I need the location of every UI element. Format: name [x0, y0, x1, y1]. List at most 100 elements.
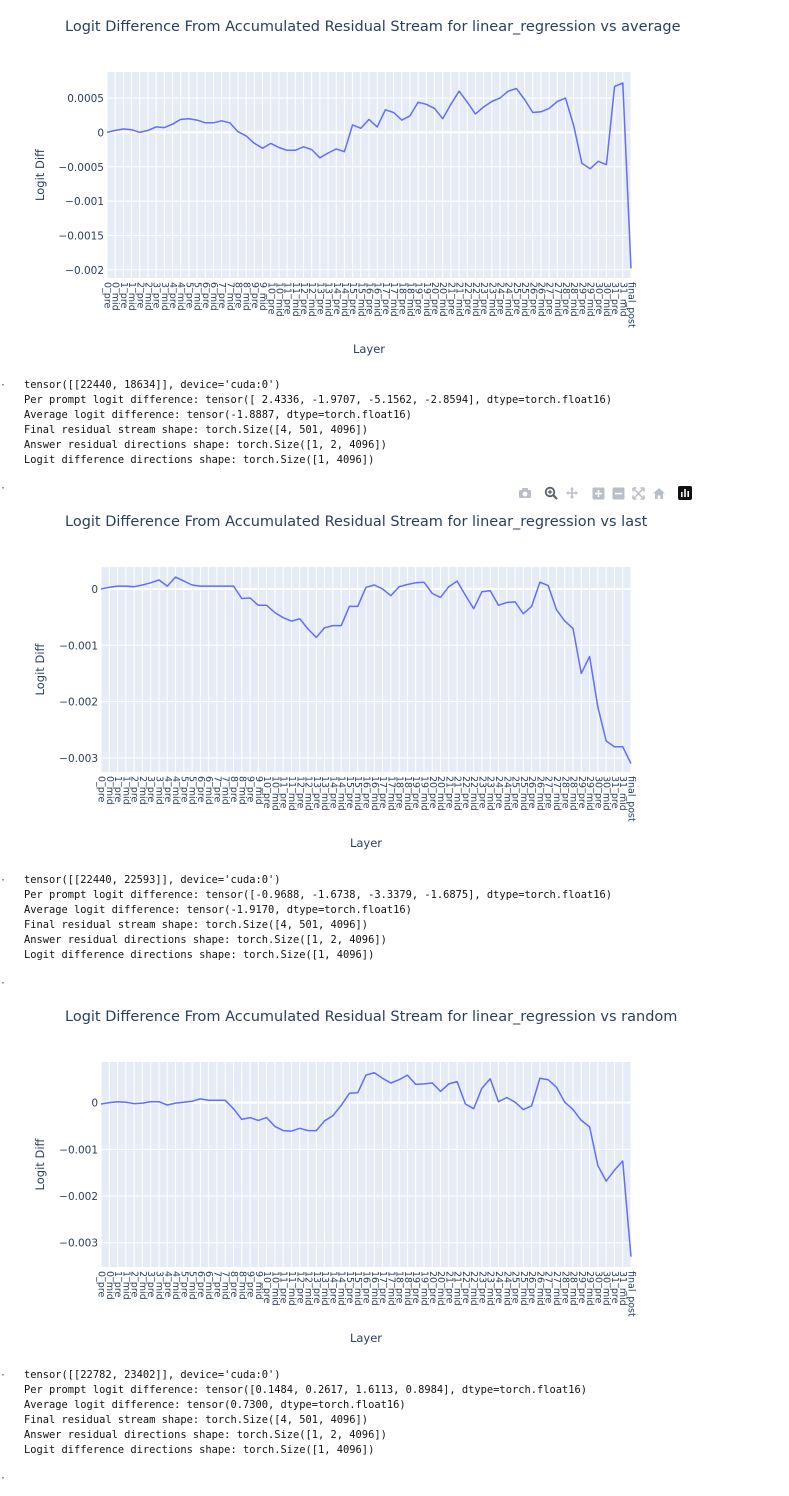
data-point[interactable] [529, 604, 534, 609]
data-point[interactable] [438, 595, 443, 600]
data-point[interactable] [498, 96, 503, 101]
data-point[interactable] [186, 116, 191, 121]
data-point[interactable] [121, 126, 126, 131]
data-point[interactable] [367, 117, 372, 122]
data-point[interactable] [424, 102, 429, 107]
data-point[interactable] [364, 585, 369, 590]
data-point[interactable] [132, 1101, 137, 1106]
data-point[interactable] [272, 1124, 277, 1129]
data-point[interactable] [339, 623, 344, 628]
data-point[interactable] [563, 96, 568, 101]
data-point[interactable] [413, 580, 418, 585]
data-point[interactable] [430, 1081, 435, 1086]
data-point[interactable] [248, 595, 253, 600]
data-point[interactable] [465, 100, 470, 105]
data-point[interactable] [330, 623, 335, 628]
data-point[interactable] [463, 593, 468, 598]
data-point[interactable] [289, 1129, 294, 1134]
data-point[interactable] [364, 1073, 369, 1078]
camera-icon[interactable] [517, 485, 533, 501]
data-point[interactable] [571, 626, 576, 631]
series-line[interactable] [106, 82, 632, 269]
data-point[interactable] [620, 80, 625, 85]
data-point[interactable] [140, 1101, 145, 1106]
data-point[interactable] [513, 1100, 518, 1105]
data-point[interactable] [281, 615, 286, 620]
data-point[interactable] [339, 1103, 344, 1108]
autoscale-icon[interactable] [630, 485, 646, 501]
data-point[interactable] [297, 1126, 302, 1131]
data-point[interactable] [314, 1128, 319, 1133]
data-point[interactable] [455, 579, 460, 584]
data-point[interactable] [383, 107, 388, 112]
data-point[interactable] [123, 584, 128, 589]
data-point[interactable] [214, 1098, 219, 1103]
data-point[interactable] [562, 1100, 567, 1105]
data-point[interactable] [380, 1076, 385, 1081]
data-point[interactable] [281, 1128, 286, 1133]
data-point[interactable] [604, 162, 609, 167]
data-point[interactable] [537, 580, 542, 585]
data-point[interactable] [587, 654, 592, 659]
data-point[interactable] [388, 593, 393, 598]
data-point[interactable] [264, 603, 269, 608]
data-point[interactable] [165, 584, 170, 589]
data-point[interactable] [579, 161, 584, 166]
zoom-icon[interactable] [543, 485, 559, 501]
data-point[interactable] [488, 588, 493, 593]
data-point[interactable] [285, 148, 290, 153]
data-point[interactable] [322, 625, 327, 630]
data-point[interactable] [123, 1100, 128, 1105]
data-point[interactable] [446, 1081, 451, 1086]
data-point[interactable] [223, 1098, 228, 1103]
data-point[interactable] [604, 1179, 609, 1184]
data-point[interactable] [562, 619, 567, 624]
data-point[interactable] [170, 122, 175, 127]
zoom-in-icon[interactable] [590, 485, 606, 501]
data-point[interactable] [239, 596, 244, 601]
pan-icon[interactable] [564, 485, 580, 501]
data-point[interactable] [231, 584, 236, 589]
data-point[interactable] [105, 130, 110, 135]
data-point[interactable] [546, 1077, 551, 1082]
zoom-out-icon[interactable] [610, 485, 626, 501]
data-point[interactable] [211, 120, 216, 125]
data-point[interactable] [206, 584, 211, 589]
data-point[interactable] [322, 1118, 327, 1123]
data-point[interactable] [129, 127, 134, 132]
data-point[interactable] [140, 583, 145, 588]
data-point[interactable] [190, 583, 195, 588]
data-point[interactable] [137, 130, 142, 135]
data-point[interactable] [504, 600, 509, 605]
data-point[interactable] [440, 116, 445, 121]
data-point[interactable] [206, 1098, 211, 1103]
data-point[interactable] [571, 123, 576, 128]
data-point[interactable] [375, 124, 380, 129]
data-point[interactable] [448, 102, 453, 107]
data-point[interactable] [620, 1158, 625, 1163]
data-point[interactable] [421, 580, 426, 585]
data-point[interactable] [380, 586, 385, 591]
data-point[interactable] [256, 603, 261, 608]
data-point[interactable] [391, 110, 396, 115]
data-point[interactable] [629, 761, 634, 766]
data-point[interactable] [595, 705, 600, 710]
data-point[interactable] [397, 584, 402, 589]
data-point[interactable] [154, 124, 159, 129]
data-point[interactable] [293, 148, 298, 153]
data-point[interactable] [252, 141, 257, 146]
data-point[interactable] [347, 604, 352, 609]
data-point[interactable] [264, 1115, 269, 1120]
chart-last[interactable]: Logit Difference From Accumulated Residu… [0, 495, 789, 865]
data-point[interactable] [99, 1102, 104, 1107]
data-point[interactable] [181, 579, 186, 584]
data-point[interactable] [530, 110, 535, 115]
data-point[interactable] [317, 155, 322, 160]
data-point[interactable] [430, 591, 435, 596]
data-point[interactable] [457, 89, 462, 94]
data-point[interactable] [195, 118, 200, 123]
data-point[interactable] [162, 125, 167, 130]
data-point[interactable] [579, 671, 584, 676]
data-point[interactable] [276, 145, 281, 150]
reset-axes-icon[interactable] [651, 485, 667, 501]
